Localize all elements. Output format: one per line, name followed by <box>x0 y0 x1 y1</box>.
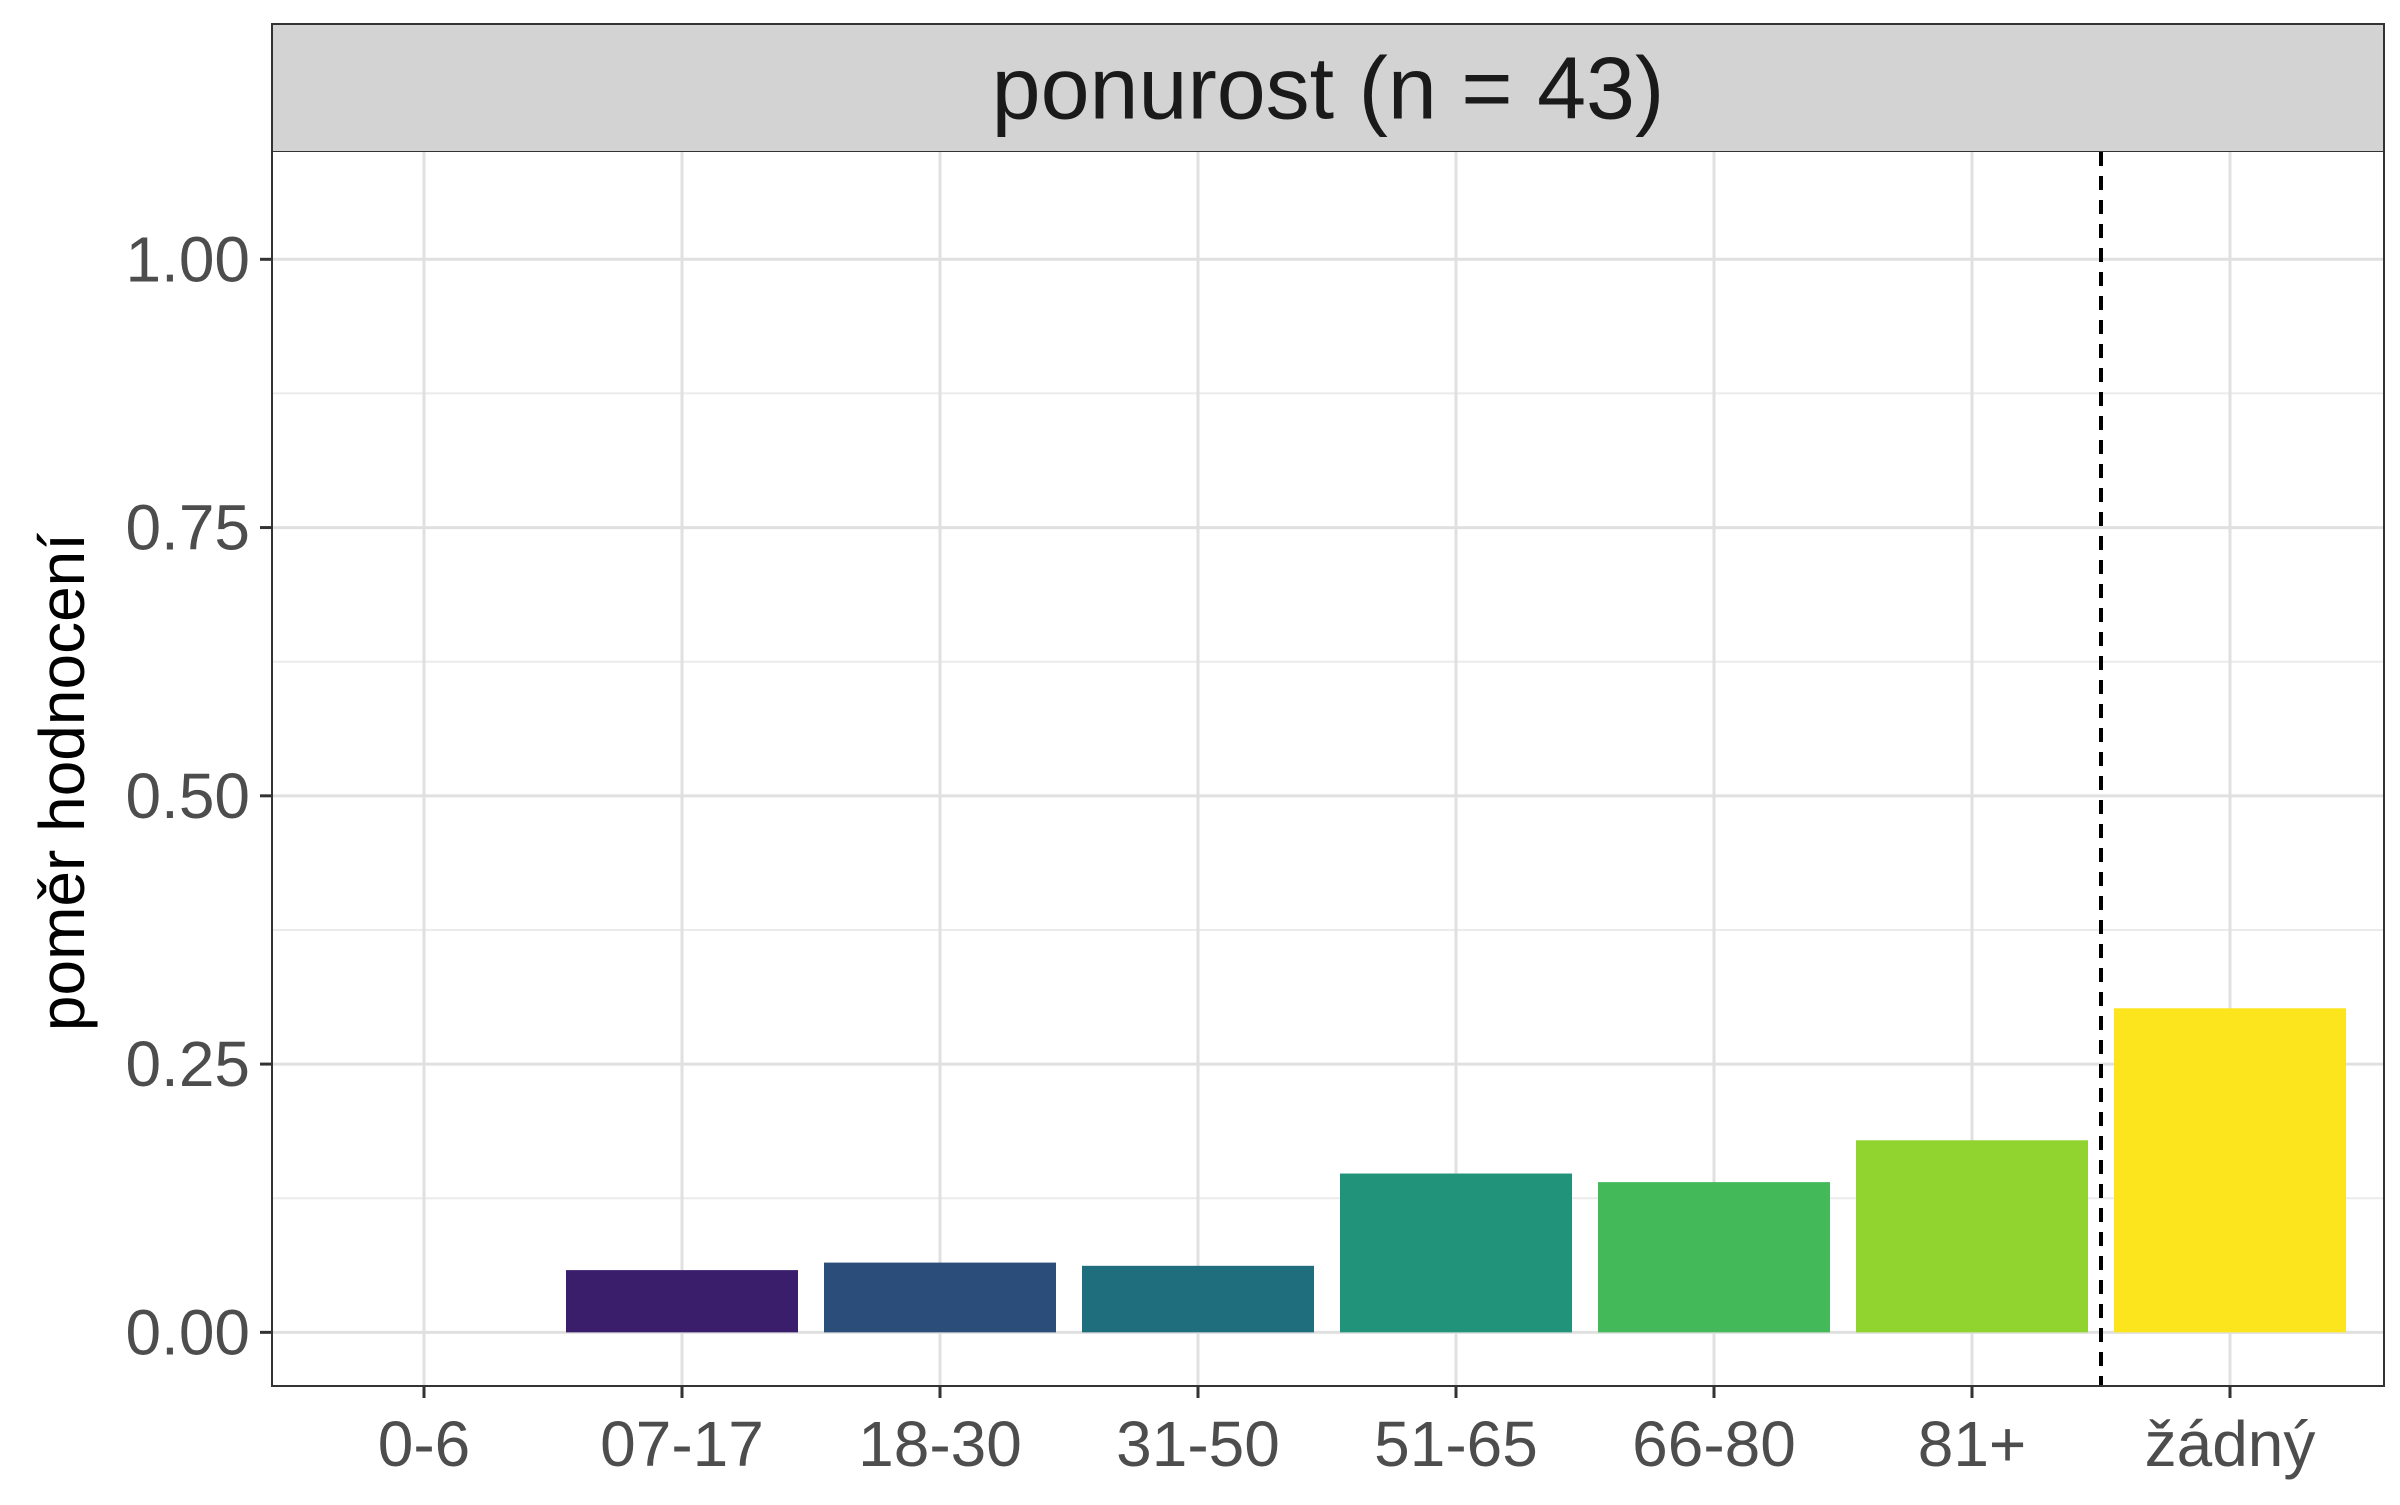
y-tick-label: 1.00 <box>125 223 250 295</box>
plot-panel-border <box>271 23 2385 1387</box>
x-tick-label: 0-6 <box>378 1408 471 1480</box>
grid-layer <box>272 152 2384 1386</box>
bar-66-80 <box>1598 1182 1830 1333</box>
x-tick-label: 66-80 <box>1632 1408 1796 1480</box>
axis-layer: 0.00 0.25 0.50 0.75 1.00 0-6 07-17 18-30 31-50 51… <box>125 223 2315 1480</box>
y-tick-label: 0.25 <box>125 1028 250 1100</box>
y-tick-label: 0.00 <box>125 1296 250 1368</box>
x-tick-label: žádný <box>2145 1408 2316 1480</box>
bar-81+ <box>1856 1140 2088 1333</box>
x-tick-label: 18-30 <box>858 1408 1022 1480</box>
x-tick-label: 07-17 <box>600 1408 764 1480</box>
bar-layer <box>566 1008 2346 1333</box>
x-tick-label: 31-50 <box>1116 1408 1280 1480</box>
facet-strip <box>271 23 2385 153</box>
bar-31-50 <box>1082 1265 1314 1333</box>
bar-žádný <box>2114 1008 2346 1333</box>
x-tick-label: 51-65 <box>1374 1408 1538 1480</box>
y-tick-label: 0.75 <box>125 492 250 564</box>
x-tick-label: 81+ <box>1918 1408 2027 1480</box>
y-axis-title: poměr hodnocení <box>26 533 98 1031</box>
y-tick-label: 0.50 <box>125 760 250 832</box>
facet-title: ponurost (n = 43) <box>992 39 1665 138</box>
bar-07-17 <box>566 1270 798 1333</box>
bar-18-30 <box>824 1262 1056 1333</box>
bar-51-65 <box>1340 1173 1572 1333</box>
